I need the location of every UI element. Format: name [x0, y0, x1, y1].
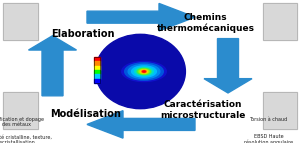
Ellipse shape [140, 70, 148, 73]
Text: Elaboration: Elaboration [51, 29, 114, 39]
Bar [262, 92, 297, 129]
Bar [262, 92, 297, 129]
Text: EBSD Haute
résolution angulaire: EBSD Haute résolution angulaire [244, 134, 293, 143]
Ellipse shape [132, 66, 156, 77]
Ellipse shape [139, 69, 149, 74]
Polygon shape [28, 36, 76, 96]
Ellipse shape [95, 34, 185, 109]
Polygon shape [87, 3, 195, 31]
Ellipse shape [135, 67, 153, 76]
Bar [94, 66, 100, 70]
Ellipse shape [143, 71, 145, 72]
Text: Modélisation: Modélisation [50, 109, 121, 119]
Bar [94, 79, 100, 83]
Ellipse shape [142, 70, 146, 73]
Text: Torsion à chaud: Torsion à chaud [249, 117, 288, 122]
Bar [94, 70, 100, 74]
Text: Purification et dopage
des métaux: Purification et dopage des métaux [0, 117, 44, 127]
Bar [3, 3, 38, 40]
Ellipse shape [125, 63, 163, 80]
Bar [262, 3, 297, 40]
Text: Caractérisation
microstructurale: Caractérisation microstructurale [160, 100, 245, 120]
Text: Chemins
thermomécaniques: Chemins thermomécaniques [157, 13, 254, 33]
Text: Plasticité cristalline, texture,
recristallisation: Plasticité cristalline, texture, recrist… [0, 134, 51, 143]
Bar [3, 3, 38, 40]
Bar [94, 74, 100, 79]
Bar [3, 92, 38, 129]
Ellipse shape [122, 61, 166, 82]
Bar [94, 57, 100, 83]
Polygon shape [204, 39, 252, 93]
Bar [94, 57, 100, 61]
Bar [262, 3, 297, 40]
Bar [94, 61, 100, 66]
Bar [3, 92, 38, 129]
Ellipse shape [137, 68, 151, 75]
Ellipse shape [128, 64, 160, 79]
Polygon shape [87, 111, 195, 138]
